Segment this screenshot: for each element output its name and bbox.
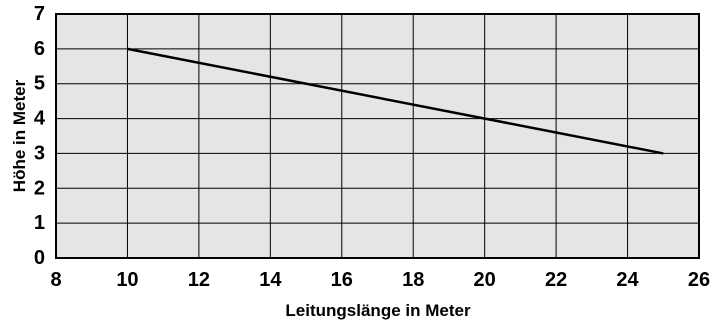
y-tick-label: 2 xyxy=(34,177,45,199)
x-axis-ticks: 8 10 12 14 16 18 20 22 24 26 xyxy=(50,269,710,291)
series-layer xyxy=(127,47,664,155)
x-tick-label: 18 xyxy=(402,269,424,291)
x-axis-label: Leitungslänge in Meter xyxy=(285,301,471,320)
x-tick-label: 20 xyxy=(474,269,496,291)
x-tick-label: 16 xyxy=(331,269,353,291)
x-tick-label: 8 xyxy=(50,269,61,291)
series-line xyxy=(127,47,664,155)
y-axis-ticks: 0 1 2 3 4 5 6 7 xyxy=(34,3,46,269)
y-tick-label: 6 xyxy=(34,38,45,60)
x-tick-label: 12 xyxy=(188,269,210,291)
x-tick-label: 22 xyxy=(545,269,567,291)
y-tick-label: 0 xyxy=(34,247,45,269)
plot-frame xyxy=(55,13,700,259)
grid xyxy=(56,14,699,258)
y-tick-label: 4 xyxy=(34,108,46,130)
y-axis-label: Höhe in Meter xyxy=(10,79,29,192)
y-tick-label: 1 xyxy=(34,212,45,234)
plot-background xyxy=(56,14,699,258)
x-tick-label: 10 xyxy=(116,269,138,291)
y-tick-label: 5 xyxy=(34,73,45,95)
x-tick-label: 14 xyxy=(259,269,282,291)
x-tick-label: 24 xyxy=(616,269,639,291)
x-tick-label: 26 xyxy=(688,269,710,291)
y-tick-label: 7 xyxy=(34,3,45,25)
y-tick-label: 3 xyxy=(34,142,45,164)
